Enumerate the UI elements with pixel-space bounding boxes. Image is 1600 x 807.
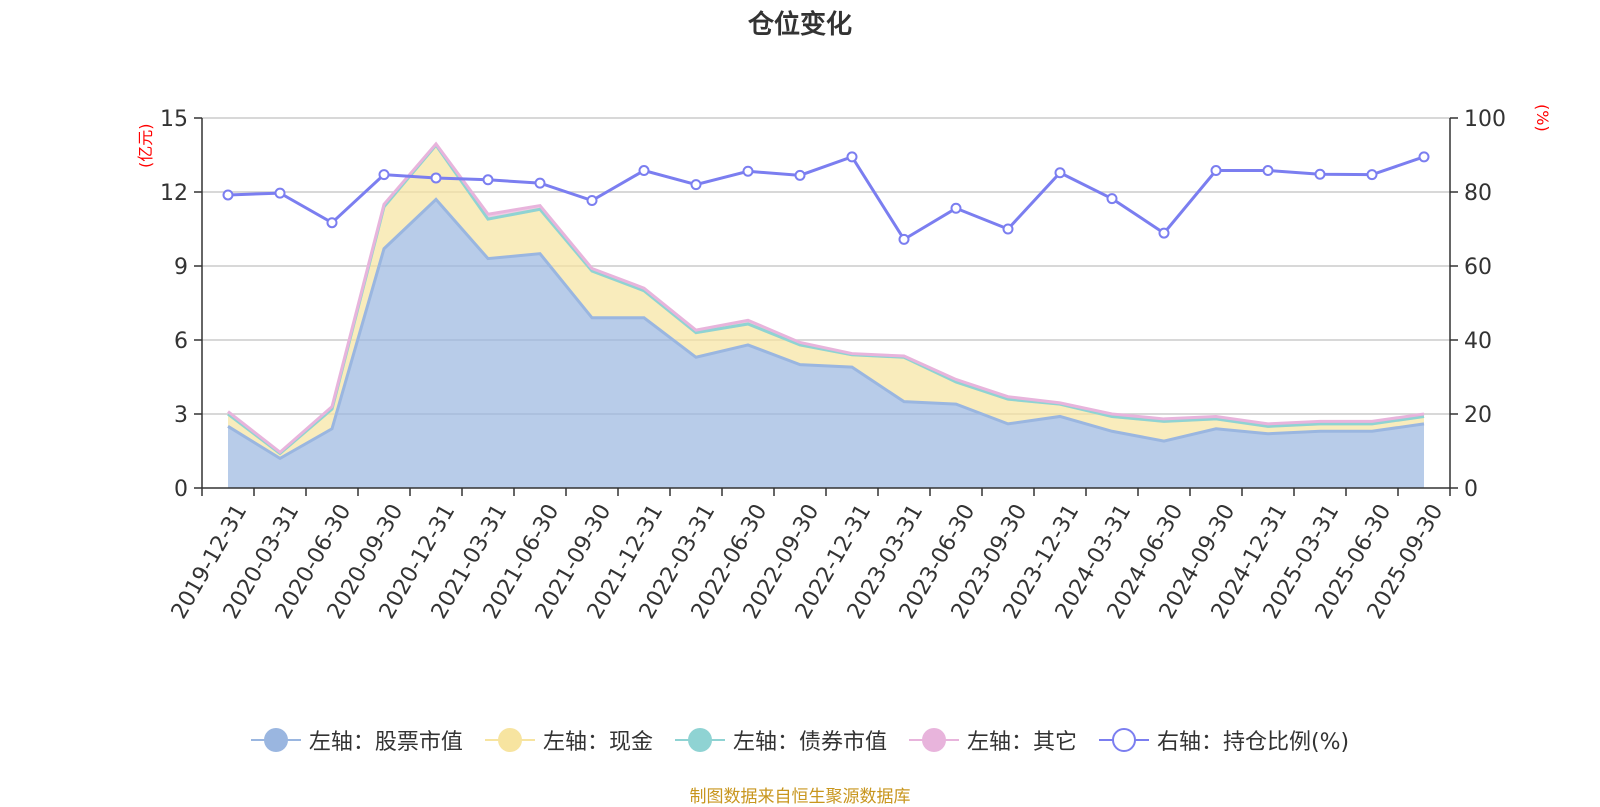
ratio-point <box>222 189 234 201</box>
ratio-point <box>742 165 754 177</box>
ratio-line <box>227 155 1425 242</box>
ratio-point <box>534 177 546 189</box>
ratio-point <box>1210 165 1222 177</box>
ratio-point <box>1002 223 1014 235</box>
ratio-point <box>1418 151 1430 163</box>
ratio-point <box>482 174 494 186</box>
legend-label: 左轴：股票市值 <box>308 730 463 755</box>
ratio-point <box>326 217 338 229</box>
legend-item[interactable]: 左轴：其它 <box>908 724 1077 756</box>
legend-item[interactable]: 左轴：现金 <box>484 724 653 756</box>
ratio-point <box>1158 227 1170 239</box>
source-note: 制图数据来自恒生聚源数据库 <box>689 787 911 807</box>
left-axis-tick-label: 12 <box>160 181 188 206</box>
area-line-0 <box>227 197 1425 461</box>
left-axis-tick-label: 15 <box>160 107 188 132</box>
ratio-point <box>430 172 442 184</box>
ratio-point <box>1366 169 1378 181</box>
ratio-point <box>1106 193 1118 205</box>
legend-label: 左轴：债券市值 <box>732 730 887 755</box>
legend-item[interactable]: 左轴：债券市值 <box>674 724 887 756</box>
right-axis-tick-label: 100 <box>1464 107 1506 132</box>
area-1 <box>228 145 1424 459</box>
legend-swatch <box>674 726 725 754</box>
legend-item[interactable]: 右轴：持仓比例(%) <box>1098 724 1350 756</box>
legend-label: 右轴：持仓比例(%) <box>1156 730 1350 755</box>
ratio-point <box>794 169 806 181</box>
legend-label: 左轴：现金 <box>542 730 653 755</box>
position-change-chart: 036912150204060801002019-12-312020-03-31… <box>160 107 1506 623</box>
ratio-point <box>638 165 650 177</box>
ratio-point <box>1054 167 1066 179</box>
ratio-point <box>690 179 702 191</box>
left-axis-tick-label: 0 <box>174 477 188 502</box>
ratio-point <box>846 151 858 163</box>
legend-item[interactable]: 左轴：股票市值 <box>250 724 463 756</box>
area-line-3 <box>227 141 1425 455</box>
legend-swatch <box>484 726 535 754</box>
right-axis-tick-label: 0 <box>1464 477 1478 502</box>
ratio-point <box>1262 165 1274 177</box>
right-axis-tick-label: 60 <box>1464 255 1492 280</box>
ratio-point <box>586 195 598 207</box>
ratio-point <box>898 233 910 245</box>
area-0 <box>228 199 1424 488</box>
right-axis-tick-label: 40 <box>1464 329 1492 354</box>
left-axis-tick-label: 3 <box>174 403 188 428</box>
right-axis-tick-label: 80 <box>1464 181 1492 206</box>
chart-legend: 左轴：股票市值 左轴：现金 左轴：债券市值 左轴：其它 右轴：持仓比例(%) <box>0 724 1600 756</box>
legend-swatch <box>250 726 301 754</box>
ratio-point <box>1314 168 1326 180</box>
legend-swatch <box>1098 726 1149 754</box>
ratio-point <box>378 169 390 181</box>
left-axis-tick-label: 9 <box>174 255 188 280</box>
left-axis-tick-label: 6 <box>174 329 188 354</box>
chart-title: 仓位变化 <box>747 10 852 40</box>
legend-label: 左轴：其它 <box>966 730 1077 755</box>
legend-swatch <box>908 726 959 754</box>
ratio-point <box>274 187 286 199</box>
ratio-point <box>950 202 962 214</box>
right-axis-tick-label: 20 <box>1464 403 1492 428</box>
